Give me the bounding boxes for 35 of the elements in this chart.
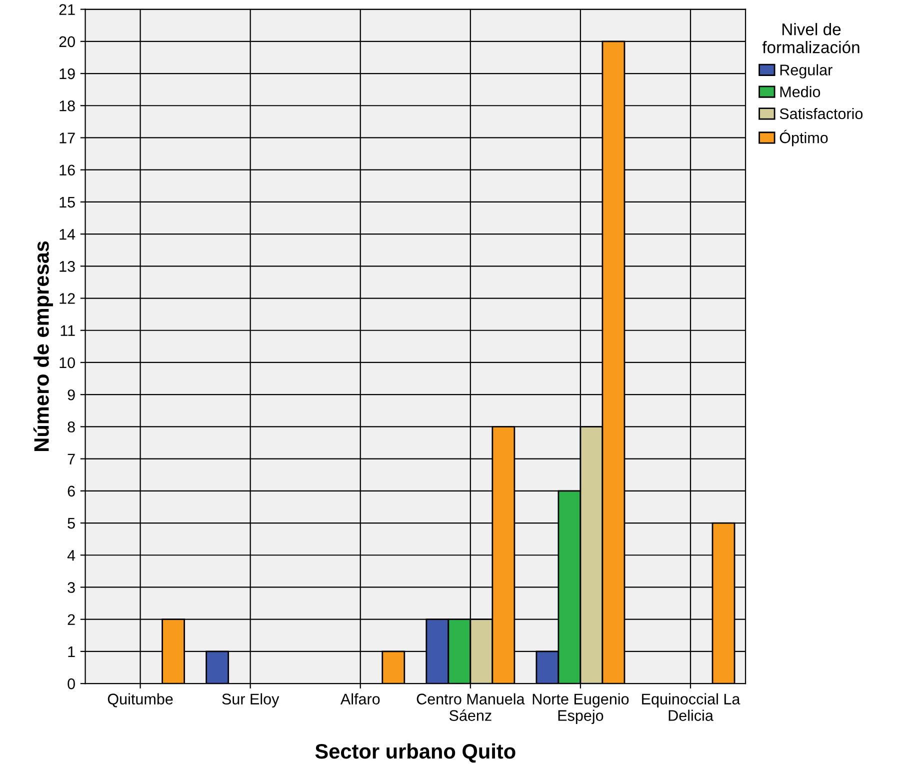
y-tick-label: 20 — [59, 36, 75, 48]
x-tick-label: Equinoccial La Delicia — [642, 693, 740, 721]
y-axis-title: Número de empresas — [33, 241, 54, 451]
legend-label: Satisfactorio — [780, 108, 863, 120]
y-tick-label: 13 — [60, 261, 75, 272]
y-tick-label: 12 — [60, 293, 75, 304]
y-tick-label: 18 — [60, 100, 75, 112]
y-tick-label: 5 — [68, 518, 75, 529]
x-tick-label: Sur Eloy — [222, 693, 280, 708]
y-tick-label: 21 — [59, 4, 75, 15]
legend-label: Óptimo — [780, 130, 828, 146]
y-tick-label: 16 — [60, 164, 75, 176]
legend-label: Medio — [780, 86, 820, 98]
x-tick-label: Centro Manuela Sáenz — [416, 693, 525, 721]
y-tick-label: 4 — [67, 550, 76, 561]
x-axis-title: Sector urbano Quito — [315, 743, 516, 763]
legend-title: Nivel de formalización — [762, 23, 860, 54]
y-tick-label: 2 — [68, 614, 75, 625]
x-tick-label: Quitumbe — [108, 693, 173, 708]
y-tick-label: 10 — [60, 357, 75, 368]
legend-label: Regular — [780, 64, 832, 78]
y-tick-label: 7 — [68, 454, 75, 464]
x-tick-label: Norte Eugenio Espejo — [532, 693, 629, 724]
y-tick-label: 17 — [60, 132, 75, 144]
x-tick-label: Alfaro — [340, 693, 380, 704]
y-tick-label: 19 — [60, 68, 75, 80]
y-tick-label: 6 — [68, 486, 75, 497]
y-tick-label: 11 — [60, 325, 75, 336]
y-tick-label: 8 — [68, 422, 75, 432]
y-tick-label: 15 — [60, 196, 75, 208]
y-tick-label: 3 — [68, 582, 75, 593]
y-tick-label: 14 — [60, 229, 76, 240]
y-tick-label: 1 — [68, 646, 75, 657]
y-tick-label: 9 — [68, 389, 75, 400]
y-tick-label: 0 — [68, 678, 75, 690]
